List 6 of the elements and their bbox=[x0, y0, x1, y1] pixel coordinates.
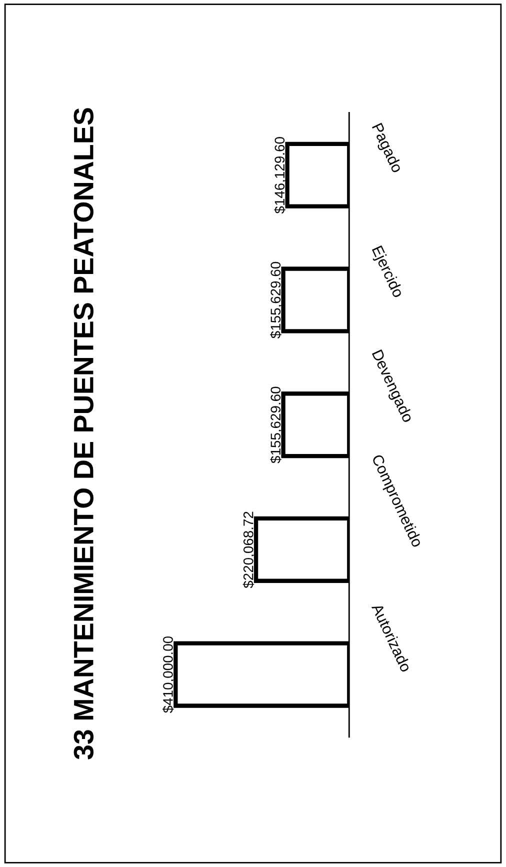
data-label: $220,068.72 bbox=[242, 512, 255, 588]
text: 33 MANTENIMIENTO DE PUENTES PEATONALES bbox=[74, 108, 94, 760]
data-label: $146,129.60 bbox=[274, 137, 286, 214]
data-label: $155,629.60 bbox=[270, 262, 282, 338]
data-label: $410,000.00 bbox=[162, 636, 175, 713]
data-label: $155,629.60 bbox=[270, 386, 282, 464]
